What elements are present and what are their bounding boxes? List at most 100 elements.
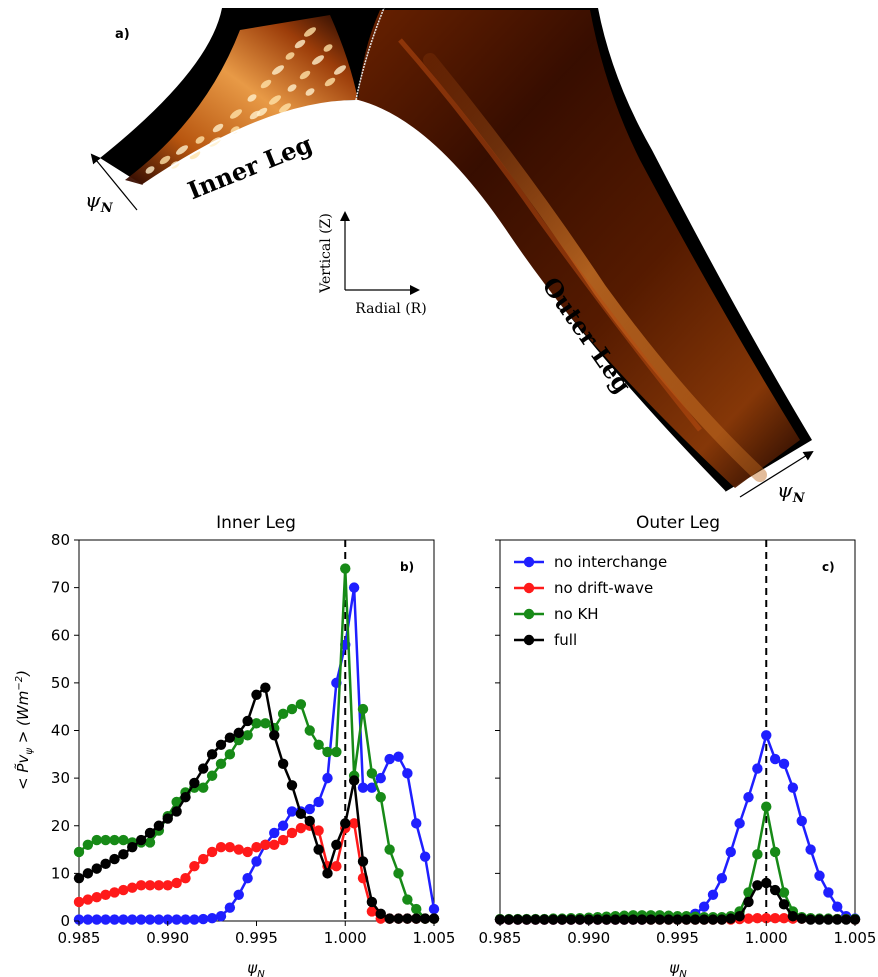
psi-arrow-right (739, 450, 814, 498)
vertical-axis-label: Vertical (Z) (318, 213, 334, 294)
separatrix-line (355, 7, 385, 101)
legend-swatch-marker (523, 608, 535, 620)
data-point-no_interchange (734, 818, 745, 829)
data-point-no_interchange (348, 582, 360, 593)
data-point-no_drift_wave (118, 884, 129, 896)
data-point-no_interchange (357, 782, 369, 793)
inner-leg-blob (304, 27, 316, 37)
data-point-no_kh (109, 834, 120, 846)
data-point-no_kh (233, 734, 244, 746)
data-point-no_drift_wave (348, 818, 360, 829)
data-point-full (832, 914, 843, 925)
data-point-no_interchange (787, 782, 799, 793)
data-point-full (331, 839, 342, 850)
inner-leg-blob (312, 55, 324, 65)
data-point-no_interchange (82, 914, 94, 925)
data-point-no_kh (411, 903, 422, 915)
data-point-no_drift_wave (144, 880, 156, 891)
data-point-full (636, 914, 648, 925)
data-point-no_drift_wave (313, 825, 324, 836)
chart-c-panel-label: c) (822, 560, 835, 574)
data-point-full (565, 914, 577, 925)
data-point-no_interchange (118, 914, 129, 925)
data-point-full (592, 914, 603, 925)
lower-boundary (142, 99, 726, 493)
data-point-no_drift_wave (180, 872, 191, 884)
data-point-full (787, 911, 799, 922)
chart-c-plot-area (499, 539, 856, 922)
legend-swatch-marker (523, 634, 535, 646)
inner-leg-blob (324, 77, 336, 87)
data-point-no_interchange (233, 889, 244, 901)
data-point-no_drift_wave (233, 844, 244, 855)
data-point-full (512, 914, 523, 925)
chart-c-legend: no interchange no drift-wave no KH full (514, 553, 667, 649)
y-tick-label: 60 (51, 626, 70, 644)
data-point-no_kh (752, 849, 763, 860)
data-point-no_interchange (242, 872, 253, 884)
data-point-no_interchange (402, 768, 413, 779)
legend-swatch-marker (523, 556, 535, 568)
data-point-full (162, 813, 173, 824)
panel-b-inner-leg-chart: Inner Leg b) 0.985 0.990 0.995 1.000 1.005 0… (13, 513, 455, 977)
data-point-no_interchange (171, 914, 182, 925)
data-point-full (840, 914, 852, 925)
data-point-no_kh (118, 834, 129, 846)
data-point-no_interchange (144, 914, 156, 925)
data-point-full (91, 863, 102, 874)
data-point-no_drift_wave (127, 882, 138, 893)
inner-leg-blob (212, 123, 224, 133)
data-point-no_interchange (823, 887, 834, 898)
data-point-no_drift_wave (251, 841, 262, 853)
data-point-full (82, 868, 94, 879)
data-point-full (198, 763, 209, 774)
psi-label-right: ψN (777, 478, 806, 506)
data-point-no_interchange (752, 763, 763, 774)
data-point-no_drift_wave (769, 912, 781, 924)
data-point-no_drift_wave (743, 913, 754, 924)
data-point-no_drift_wave (198, 853, 209, 865)
data-point-no_drift_wave (153, 880, 165, 891)
y-tick-label: 30 (51, 769, 70, 787)
data-point-no_interchange (716, 872, 728, 884)
data-point-full (224, 732, 236, 743)
data-point-no_interchange (375, 772, 386, 784)
data-point-full (796, 913, 807, 924)
data-point-full (322, 868, 333, 879)
series-line-no_interchange (500, 731, 856, 921)
radial-axis-label: Radial (R) (355, 301, 426, 317)
data-point-no_drift_wave (73, 896, 85, 908)
y-tick-label: 10 (51, 864, 70, 882)
data-point-no_kh (144, 837, 156, 848)
data-point-no_interchange (761, 730, 772, 741)
data-point-full (127, 841, 138, 853)
data-point-full (503, 914, 515, 925)
data-point-no_kh (761, 801, 772, 812)
y-tick-label: 20 (51, 817, 70, 835)
data-point-no_drift_wave (82, 894, 94, 905)
data-point-no_interchange (224, 902, 236, 913)
legend-swatch-marker (523, 582, 535, 594)
inner-leg-blob (159, 155, 171, 165)
x-tick-label: 1.005 (413, 929, 456, 947)
data-point-no_kh (224, 749, 236, 760)
data-point-no_interchange (100, 914, 111, 925)
data-point-no_drift_wave (215, 841, 227, 853)
data-point-full (521, 914, 532, 925)
data-point-full (286, 780, 298, 791)
data-point-no_kh (393, 868, 404, 879)
data-point-no_drift_wave (295, 822, 307, 834)
data-point-no_interchange (73, 914, 85, 925)
data-point-full (778, 899, 790, 910)
y-tick-label: 40 (51, 722, 70, 740)
data-point-full (539, 914, 550, 925)
data-point-no_drift_wave (366, 906, 378, 917)
inner-leg-blob (247, 94, 257, 102)
data-point-full (698, 914, 710, 925)
data-point-full (645, 914, 657, 925)
data-point-full (716, 914, 728, 925)
chart-b-panel-label: b) (400, 560, 414, 574)
data-point-no_kh (384, 844, 395, 855)
data-point-no_kh (277, 708, 289, 720)
data-point-full (135, 834, 147, 846)
